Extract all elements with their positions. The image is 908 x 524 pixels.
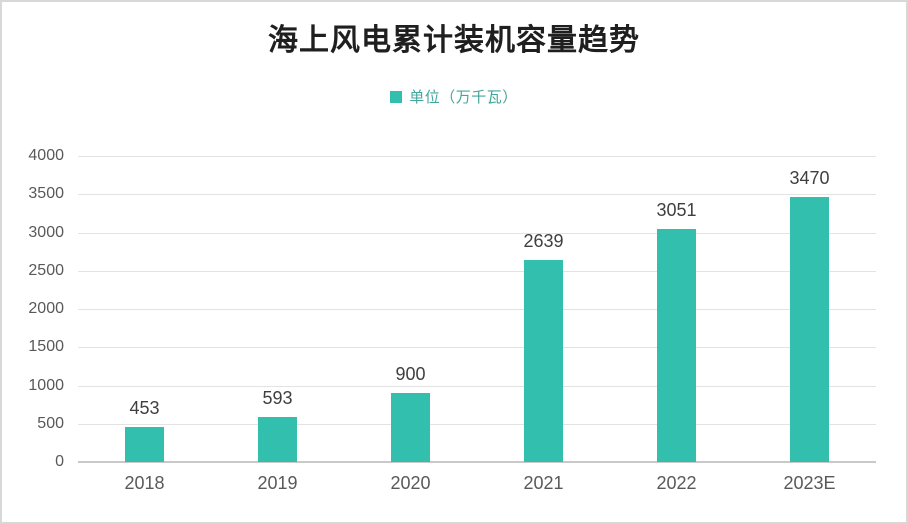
- y-axis-tick-label: 500: [37, 414, 64, 432]
- x-axis-line: [78, 461, 876, 463]
- gridline: [78, 309, 876, 310]
- bar-2023E: [790, 197, 829, 462]
- y-axis-tick-label: 3500: [28, 185, 64, 203]
- legend-label: 单位（万千瓦）: [409, 89, 518, 106]
- bar-2021: [524, 260, 563, 462]
- bar-value-label: 2639: [523, 231, 564, 251]
- bar-value-label: 593: [262, 388, 293, 408]
- y-axis-tick-label: 2500: [28, 261, 64, 279]
- y-axis-tick-label: 2000: [28, 300, 64, 317]
- gridline: [78, 194, 876, 196]
- gridline: [78, 385, 876, 387]
- gridline: [78, 156, 876, 157]
- bar-value-label: 900: [395, 364, 426, 384]
- bar-2018: [125, 427, 164, 462]
- bar-value-label: 3470: [789, 168, 830, 188]
- y-axis-tick-label: 0: [55, 453, 64, 470]
- chart-title: 海上风电累计装机容量趋势: [268, 24, 640, 57]
- gridline: [78, 270, 876, 272]
- x-axis-label: 2018: [124, 473, 165, 493]
- gridline: [78, 232, 876, 234]
- bar-2020: [391, 393, 430, 462]
- y-axis-tick-label: 3000: [28, 223, 64, 241]
- bar-value-label: 3051: [656, 200, 697, 220]
- bar-2019: [258, 417, 297, 462]
- x-axis-label: 2021: [523, 473, 564, 493]
- legend: 单位（万千瓦）: [2, 86, 906, 107]
- y-axis-tick-label: 1000: [28, 376, 64, 394]
- bar-2022: [657, 229, 696, 462]
- gridline: [78, 423, 876, 425]
- x-axis-label: 2019: [257, 473, 298, 493]
- x-axis-label: 2023E: [783, 473, 836, 493]
- x-axis-label: 2022: [656, 473, 697, 493]
- bar-value-label: 453: [129, 398, 160, 418]
- x-axis-label: 2020: [390, 473, 431, 493]
- y-axis-tick-label: 4000: [28, 147, 64, 164]
- gridline: [78, 347, 876, 349]
- legend-swatch-icon: [390, 90, 403, 103]
- y-axis-tick-label: 1500: [28, 338, 64, 356]
